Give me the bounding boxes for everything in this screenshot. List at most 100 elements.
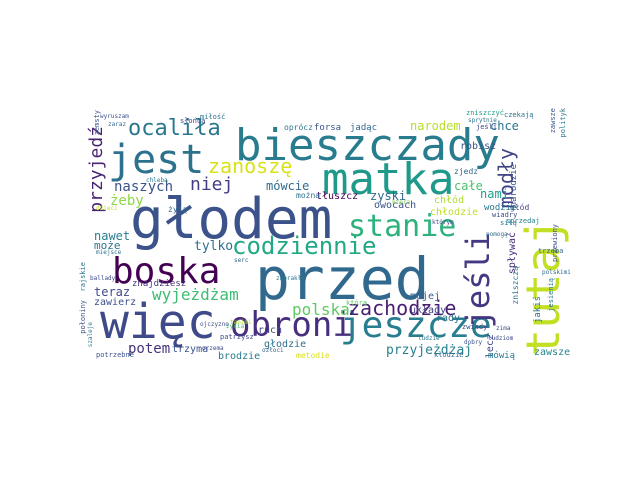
word-brodzie: brodzie — [218, 351, 261, 362]
word-przed: przed — [255, 245, 430, 313]
word-chleba: chleba — [146, 177, 168, 184]
word-metodie: metodie — [296, 351, 330, 360]
word-jakis: jakiś — [533, 296, 543, 324]
word-codziennie: codziennie — [232, 232, 377, 260]
word-pomoga: pomogą — [486, 231, 508, 238]
word-zysk: zyski — [370, 189, 407, 203]
word-jest: jest — [108, 137, 205, 183]
word-owocach: owocach — [374, 200, 417, 211]
word-ktorym: którym — [432, 219, 454, 226]
word-mowcie: mówcie — [266, 179, 310, 193]
word-ballady: ballady — [90, 275, 116, 282]
word-zyja: żyją — [168, 205, 188, 214]
word-zemsty: zemsty — [93, 110, 101, 136]
word-matka: matka — [322, 154, 455, 205]
word-mozna: można — [296, 191, 321, 200]
word-zawierz: zawierz — [94, 297, 137, 308]
word-dobry: dobry — [464, 339, 483, 346]
word-glodzie: głodzie — [264, 339, 307, 350]
word-dzieci: dzieci — [96, 205, 118, 212]
word-orzema: orzema — [202, 345, 224, 352]
word-trzyma: trzyma — [172, 344, 209, 355]
word-zawsze: zawsze — [534, 347, 571, 358]
word-potem: potem — [128, 341, 171, 357]
word-znajdziesz: znajdziesz — [132, 279, 187, 289]
word-chlod: chłód — [434, 195, 465, 206]
word-robisz: robisz — [460, 141, 497, 152]
word-zabraklo: zabrakło — [276, 275, 305, 282]
word-czekaja: czekają — [504, 111, 534, 119]
word-chlodzie: chłodzie — [430, 207, 479, 218]
word-jesienia: jesienią — [547, 278, 555, 312]
word-boska: boska — [112, 251, 221, 292]
word-wyruszam: wyruszam — [100, 113, 129, 120]
word-glodem: głodem — [130, 187, 333, 252]
word-jeszcze: jeszcze — [340, 305, 492, 346]
word-bieszczady: bieszczady — [235, 120, 500, 171]
word-ocalila: ocaliła — [128, 116, 221, 141]
word-zima: zima — [496, 325, 511, 332]
word-nami: nami — [480, 187, 509, 201]
word-moze: może — [94, 239, 121, 252]
word-wodzie: wodzie — [484, 203, 517, 213]
word-stanie: stanie — [348, 209, 457, 244]
word-sprytnie: sprytnie — [468, 117, 497, 124]
word-zaraz: zaraz — [108, 121, 127, 128]
word-teraz: teraz — [94, 285, 131, 299]
word-przyjezdzaj: przyjeżdżaj — [386, 343, 473, 358]
word-ktora: która — [346, 299, 368, 307]
word-mowia: mówią — [488, 351, 516, 361]
word-zniszcza: zniszczą — [511, 266, 520, 305]
word-ludzie: ludzie — [418, 335, 440, 342]
word-jadac: jadąc — [350, 123, 378, 133]
word-narodem: narodem — [410, 119, 461, 133]
word-zachodzie: zachodzie — [348, 296, 457, 320]
word-zeby: żeby — [110, 193, 144, 209]
word-slonca: słońca — [180, 117, 206, 125]
word-cale: całe — [454, 179, 483, 193]
word-oprocz: oprócz — [284, 123, 313, 132]
word-wiadry: wiadry — [492, 211, 518, 219]
word-rajskie: rajskie — [79, 262, 87, 292]
word-sprzedaj: sprzedaj — [506, 217, 540, 225]
word-ojczyzno: ojczyzno — [200, 321, 229, 328]
word-patrzysz: patrzysz — [220, 333, 254, 341]
word-tutaj: tutaj — [516, 218, 570, 357]
word-zwiady: zwiady — [462, 323, 488, 331]
word-uklady: układy — [410, 305, 447, 316]
word-przyjedz: przyjedź — [86, 126, 107, 213]
word-tluszcz: tłuszcz — [316, 191, 359, 202]
word-jesli-small: jeśli — [476, 123, 498, 131]
word-ktora-2: którą — [392, 199, 411, 206]
word-obroni: obroni — [230, 305, 353, 345]
word-naszych: naszych — [114, 179, 174, 195]
word-sila: siłą — [500, 219, 517, 227]
word-forsa: forsa — [314, 123, 342, 133]
word-mojej: mojej — [410, 291, 441, 302]
word-narodzie: narodzie — [509, 164, 519, 208]
word-zycia: życia — [226, 323, 245, 330]
word-zniszczyc: zniszczyć — [466, 109, 504, 117]
word-glod: głód — [510, 203, 530, 212]
word-wyjezdzam: wyjeżdżam — [152, 285, 239, 304]
word-szaleje: szaleje — [87, 322, 94, 348]
word-ozloci: ozłoci — [262, 347, 284, 354]
word-klodzie: kłodzie — [434, 351, 464, 359]
word-polityk: polityk — [559, 108, 567, 138]
word-przewiony: przewiony — [551, 224, 559, 262]
word-serc: serc — [234, 257, 249, 264]
word-zjedz: zjedz — [454, 167, 479, 176]
word-potrzebne: potrzebne — [96, 351, 134, 359]
word-niej: niej — [190, 174, 234, 195]
word-tylko: tylko — [194, 239, 234, 254]
word-zawsze-v: zawsze — [549, 108, 557, 134]
word-ruch: ruch — [258, 325, 283, 336]
word-chce: chce — [490, 119, 519, 133]
word-jesli: jeśli — [459, 232, 497, 329]
word-polska: polska — [292, 300, 350, 319]
word-milosc: miłość — [200, 113, 226, 121]
word-zanosze: zanoszę — [208, 154, 293, 178]
word-nawet: nawet — [94, 229, 131, 243]
word-polskimi: polskimi — [542, 269, 571, 276]
word-wiec: więc — [100, 294, 216, 350]
